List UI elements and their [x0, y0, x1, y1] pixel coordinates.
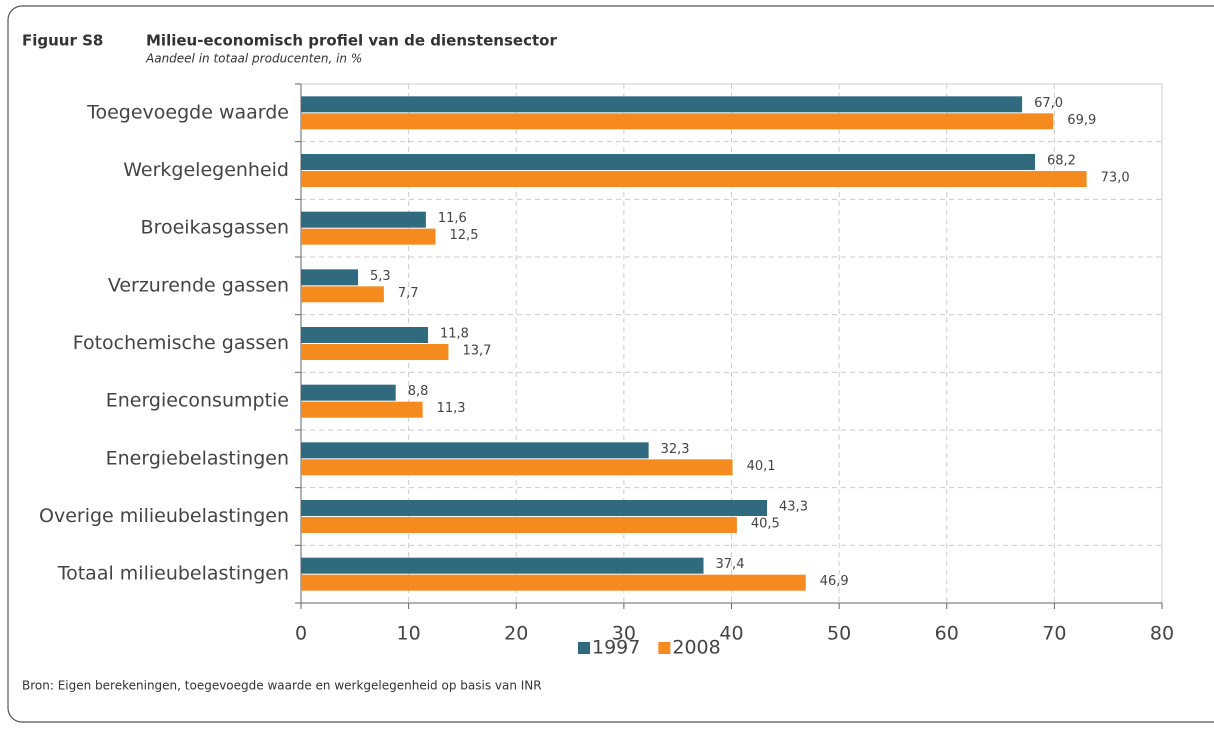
- legend-label: 2008: [672, 637, 720, 659]
- legend-swatch: [578, 642, 590, 654]
- y-tick-label: Energiebelastingen: [106, 447, 289, 469]
- value-label: 73,0: [1101, 171, 1130, 186]
- value-label: 13,7: [462, 344, 491, 359]
- bar: [301, 269, 359, 286]
- bar: [301, 286, 384, 303]
- bar: [301, 113, 1054, 130]
- bar: [301, 500, 768, 516]
- bar: [301, 211, 426, 228]
- value-label: 68,2: [1047, 154, 1076, 169]
- y-tick-label: Toegevoegde waarde: [86, 101, 289, 123]
- chart-subtitle: Aandeel in totaal producenten, in %: [145, 52, 362, 66]
- x-tick-label: 10: [397, 623, 421, 645]
- chart-title: Milieu-economisch profiel van de dienste…: [146, 32, 557, 50]
- value-label: 37,4: [716, 557, 745, 572]
- figure-label: Figuur S8: [22, 32, 103, 50]
- value-label: 11,6: [438, 211, 467, 226]
- value-label: 8,8: [408, 384, 429, 399]
- bar: [301, 154, 1036, 170]
- bar: [301, 96, 1023, 113]
- legend-swatch: [658, 642, 671, 654]
- bar: [301, 401, 423, 418]
- x-tick-label: 60: [935, 623, 959, 645]
- x-tick-label: 30: [612, 623, 636, 645]
- value-label: 69,9: [1067, 113, 1096, 128]
- y-tick-label: Verzurende gassen: [108, 274, 289, 296]
- y-tick-label: Overige milieubelastingen: [39, 505, 289, 527]
- x-tick-label: 80: [1150, 623, 1174, 645]
- value-label: 11,8: [440, 327, 469, 342]
- x-tick-label: 50: [827, 623, 851, 645]
- value-label: 12,5: [450, 228, 479, 243]
- value-label: 40,5: [751, 517, 780, 532]
- bar: [301, 171, 1087, 187]
- bar: [301, 344, 449, 360]
- x-tick-label: 20: [504, 623, 528, 645]
- source: Bron: Eigen berekeningen, toegevoegde wa…: [22, 679, 542, 693]
- value-label: 32,3: [661, 442, 690, 457]
- bar: [301, 459, 733, 476]
- y-tick-label: Broeikasgassen: [141, 217, 289, 239]
- bar: [301, 574, 806, 591]
- bar: [301, 384, 396, 401]
- bar: [301, 557, 704, 574]
- y-tick-label: Werkgelegenheid: [123, 159, 289, 181]
- bar: [301, 442, 649, 459]
- value-label: 11,3: [437, 401, 466, 416]
- x-tick-label: 40: [719, 623, 743, 645]
- legend-label: 1997: [592, 637, 640, 659]
- frame: [7, 5, 1214, 723]
- value-label: 40,1: [747, 459, 776, 474]
- bar: [301, 327, 428, 343]
- value-label: 7,7: [398, 286, 419, 301]
- value-label: 46,9: [820, 574, 849, 589]
- y-tick-label: Fotochemische gassen: [73, 332, 289, 354]
- bar: [301, 517, 737, 533]
- value-label: 43,3: [779, 500, 808, 515]
- y-tick-label: Energieconsumptie: [106, 390, 289, 412]
- bar: [301, 228, 436, 245]
- x-tick-label: 70: [1042, 623, 1066, 645]
- x-tick-label: 0: [295, 623, 307, 645]
- value-label: 5,3: [370, 269, 391, 284]
- y-tick-label: Totaal milieubelastingen: [57, 563, 289, 585]
- value-label: 67,0: [1034, 96, 1063, 111]
